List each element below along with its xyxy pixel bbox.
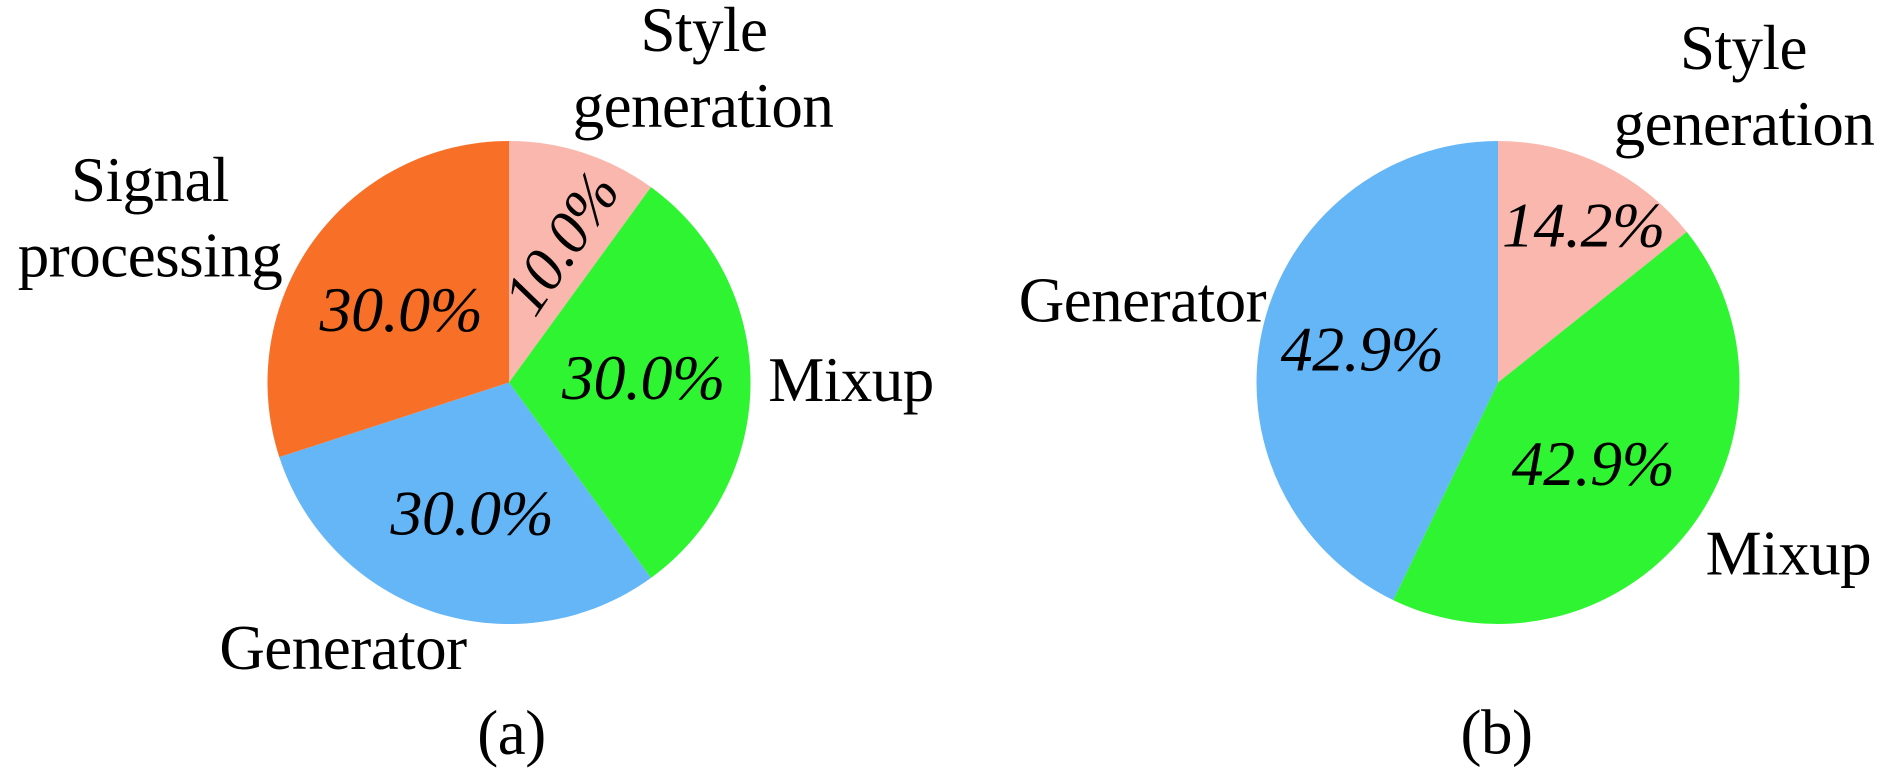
- svg-text:Style: Style: [640, 0, 767, 65]
- svg-text:42.9%: 42.9%: [1512, 428, 1675, 499]
- svg-text:14.2%: 14.2%: [1502, 190, 1665, 261]
- svg-text:42.9%: 42.9%: [1281, 314, 1444, 385]
- svg-text:generation: generation: [1614, 89, 1875, 159]
- svg-text:Mixup: Mixup: [1706, 519, 1872, 589]
- svg-text:generation: generation: [573, 71, 834, 141]
- svg-text:Signal: Signal: [71, 145, 229, 215]
- svg-text:Mixup: Mixup: [768, 345, 934, 415]
- svg-text:30.0%: 30.0%: [319, 274, 483, 345]
- svg-text:Generator: Generator: [219, 613, 467, 683]
- svg-text:(a): (a): [477, 698, 545, 768]
- svg-text:30.0%: 30.0%: [389, 478, 553, 549]
- svg-text:(b): (b): [1461, 697, 1533, 767]
- svg-text:30.0%: 30.0%: [561, 342, 725, 413]
- svg-text:Generator: Generator: [1019, 266, 1267, 336]
- svg-text:processing: processing: [18, 221, 282, 291]
- svg-text:Style: Style: [1680, 13, 1807, 83]
